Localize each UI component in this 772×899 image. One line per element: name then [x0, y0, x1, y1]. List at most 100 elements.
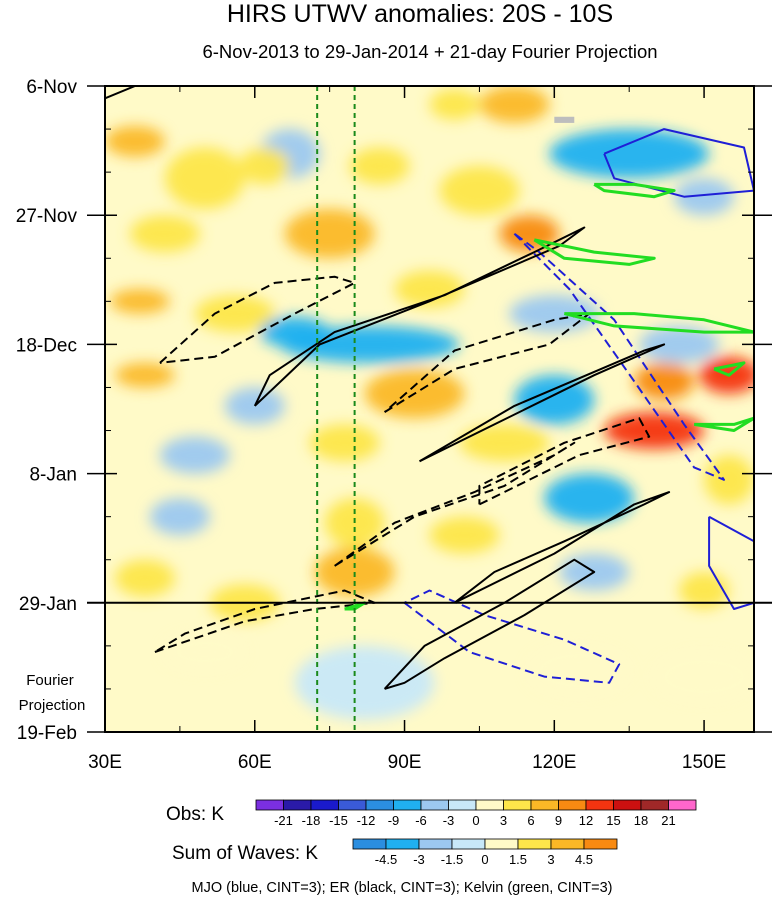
waves-colorbar-swatch-0 — [352, 838, 387, 850]
obs-colorbar-swatch-14 — [640, 799, 669, 811]
er-contour-4 — [418, 343, 666, 463]
er-contour-2 — [253, 226, 586, 407]
obs-colorbar-level-5: -6 — [415, 813, 427, 828]
er-contour-6 — [334, 441, 576, 567]
waves-colorbar-level-2: -1.5 — [441, 852, 463, 867]
waves-colorbar-level-5: 3 — [547, 852, 554, 867]
anomaly-blob-19 — [639, 325, 720, 363]
obs-colorbar: -21 -18 -15 -12 -9 -6 -3 0 3 6 9 12 15 18 21 — [255, 799, 697, 828]
obs-colorbar-swatch-9 — [503, 799, 532, 811]
anomaly-blob-28 — [309, 424, 380, 462]
x-tick-label-0: 30E — [88, 752, 122, 773]
y-tick-label-4: 29-Jan — [19, 594, 77, 615]
plot-area — [105, 86, 754, 732]
obs-colorbar-level-0: -21 — [274, 813, 293, 828]
x-tick-label-4: 150E — [682, 752, 726, 773]
anomaly-blob-0 — [479, 86, 550, 123]
anomaly-blob-11 — [284, 209, 375, 259]
y-tick-label-1: 27-Nov — [16, 206, 78, 227]
anomaly-blob-31 — [704, 455, 754, 505]
waves-colorbar-level-3: 0 — [481, 852, 488, 867]
anomaly-blob-26 — [604, 412, 705, 449]
obs-colorbar-level-14: 21 — [661, 813, 675, 828]
mjo-contour-0 — [603, 128, 754, 198]
caption: MJO (blue, CINT=3); ER (black, CINT=3); … — [191, 880, 612, 896]
waves-colorbar-swatch-2 — [418, 838, 453, 850]
mjo-contour-2 — [708, 515, 754, 610]
obs-colorbar-swatch-6 — [420, 799, 449, 811]
x-tick-label-1: 60E — [238, 752, 272, 773]
anomaly-field — [105, 86, 754, 720]
obs-colorbar-swatch-0 — [255, 799, 284, 811]
anomaly-blob-41 — [529, 645, 630, 696]
y-tick-label-3: 8-Jan — [29, 465, 77, 486]
anomaly-blob-12 — [129, 215, 200, 253]
anomaly-blob-23 — [514, 375, 595, 425]
waves-colorbar-swatch-7 — [583, 838, 618, 850]
obs-colorbar-swatch-3 — [338, 799, 367, 811]
anomaly-blob-10 — [499, 215, 560, 253]
obs-colorbar-swatch-8 — [475, 799, 504, 811]
kelvin-contour-4 — [693, 416, 754, 432]
er-contour-7 — [453, 491, 671, 604]
obs-colorbar-level-12: 15 — [606, 813, 620, 828]
anomaly-blob-39 — [679, 572, 730, 609]
er-contour-8 — [154, 589, 376, 653]
y-tick-label-0: 6-Nov — [26, 77, 77, 98]
anomaly-blob-34 — [429, 516, 500, 554]
anomaly-blob-5 — [164, 147, 245, 210]
mjo-contour-3 — [403, 589, 621, 684]
obs-colorbar-level-9: 6 — [527, 813, 534, 828]
obs-colorbar-swatch-10 — [530, 799, 559, 811]
anomaly-blob-9 — [349, 147, 410, 185]
anomaly-blob-7 — [549, 129, 710, 179]
obs-colorbar-level-8: 3 — [500, 813, 507, 828]
obs-colorbar-level-13: 18 — [634, 813, 648, 828]
waves-colorbar-level-6: 4.5 — [575, 852, 593, 867]
anomaly-blob-14 — [109, 289, 170, 314]
anomaly-blob-36 — [114, 559, 175, 597]
obs-colorbar-level-2: -15 — [329, 813, 348, 828]
obs-colorbar-swatch-13 — [613, 799, 642, 811]
waves-colorbar-swatch-6 — [550, 838, 585, 850]
anomaly-blob-29 — [159, 436, 230, 474]
axes: 30E 60E 90E 120E 150E 6-Nov 27-Nov 18-Dec 8-Jan 2… — [16, 77, 772, 773]
er-contour-0 — [105, 86, 136, 100]
obs-colorbar-swatch-7 — [448, 799, 477, 811]
er-contour-1 — [159, 275, 356, 364]
waves-colorbar-level-1: -3 — [413, 852, 425, 867]
anomaly-blob-13 — [394, 270, 465, 308]
obs-colorbar-label: Obs: K — [166, 804, 224, 825]
anomaly-blob-17 — [259, 316, 330, 348]
kelvin-contour-3 — [713, 361, 746, 377]
anomaly-blob-27 — [459, 424, 550, 462]
chart-title: HIRS UTWV anomalies: 20S - 10S — [227, 0, 613, 28]
er-contour-5 — [478, 417, 651, 506]
missing-data-box — [554, 116, 575, 123]
kelvin-contour-2 — [563, 312, 754, 334]
obs-colorbar-swatch-11 — [558, 799, 587, 811]
obs-colorbar-swatch-1 — [283, 799, 312, 811]
waves-colorbar-level-0: -4.5 — [375, 852, 397, 867]
waves-colorbar-swatch-5 — [517, 838, 552, 850]
waves-colorbar-swatch-4 — [484, 838, 519, 850]
obs-colorbar-swatch-5 — [393, 799, 422, 811]
anomaly-blob-24 — [224, 387, 285, 425]
plot-frame — [104, 85, 755, 733]
wave-contours — [105, 86, 754, 690]
y-tick-label-2: 18-Dec — [16, 335, 77, 356]
obs-colorbar-level-7: 0 — [472, 813, 479, 828]
obs-colorbar-level-10: 9 — [555, 813, 562, 828]
anomaly-blob-1 — [429, 89, 480, 120]
anomaly-blob-33 — [149, 498, 210, 536]
obs-colorbar-level-11: 12 — [579, 813, 593, 828]
waves-colorbar: -4.5 -3 -1.5 0 1.5 3 4.5 — [352, 838, 618, 867]
er-contour-9 — [383, 558, 596, 690]
projection-label-line2: Projection — [19, 697, 86, 714]
waves-colorbar-label: Sum of Waves: K — [172, 843, 318, 864]
obs-colorbar-swatch-15 — [668, 799, 697, 811]
anomaly-blob-15 — [194, 295, 275, 333]
x-tick-label-2: 90E — [388, 752, 422, 773]
obs-colorbar-level-6: -3 — [443, 813, 455, 828]
